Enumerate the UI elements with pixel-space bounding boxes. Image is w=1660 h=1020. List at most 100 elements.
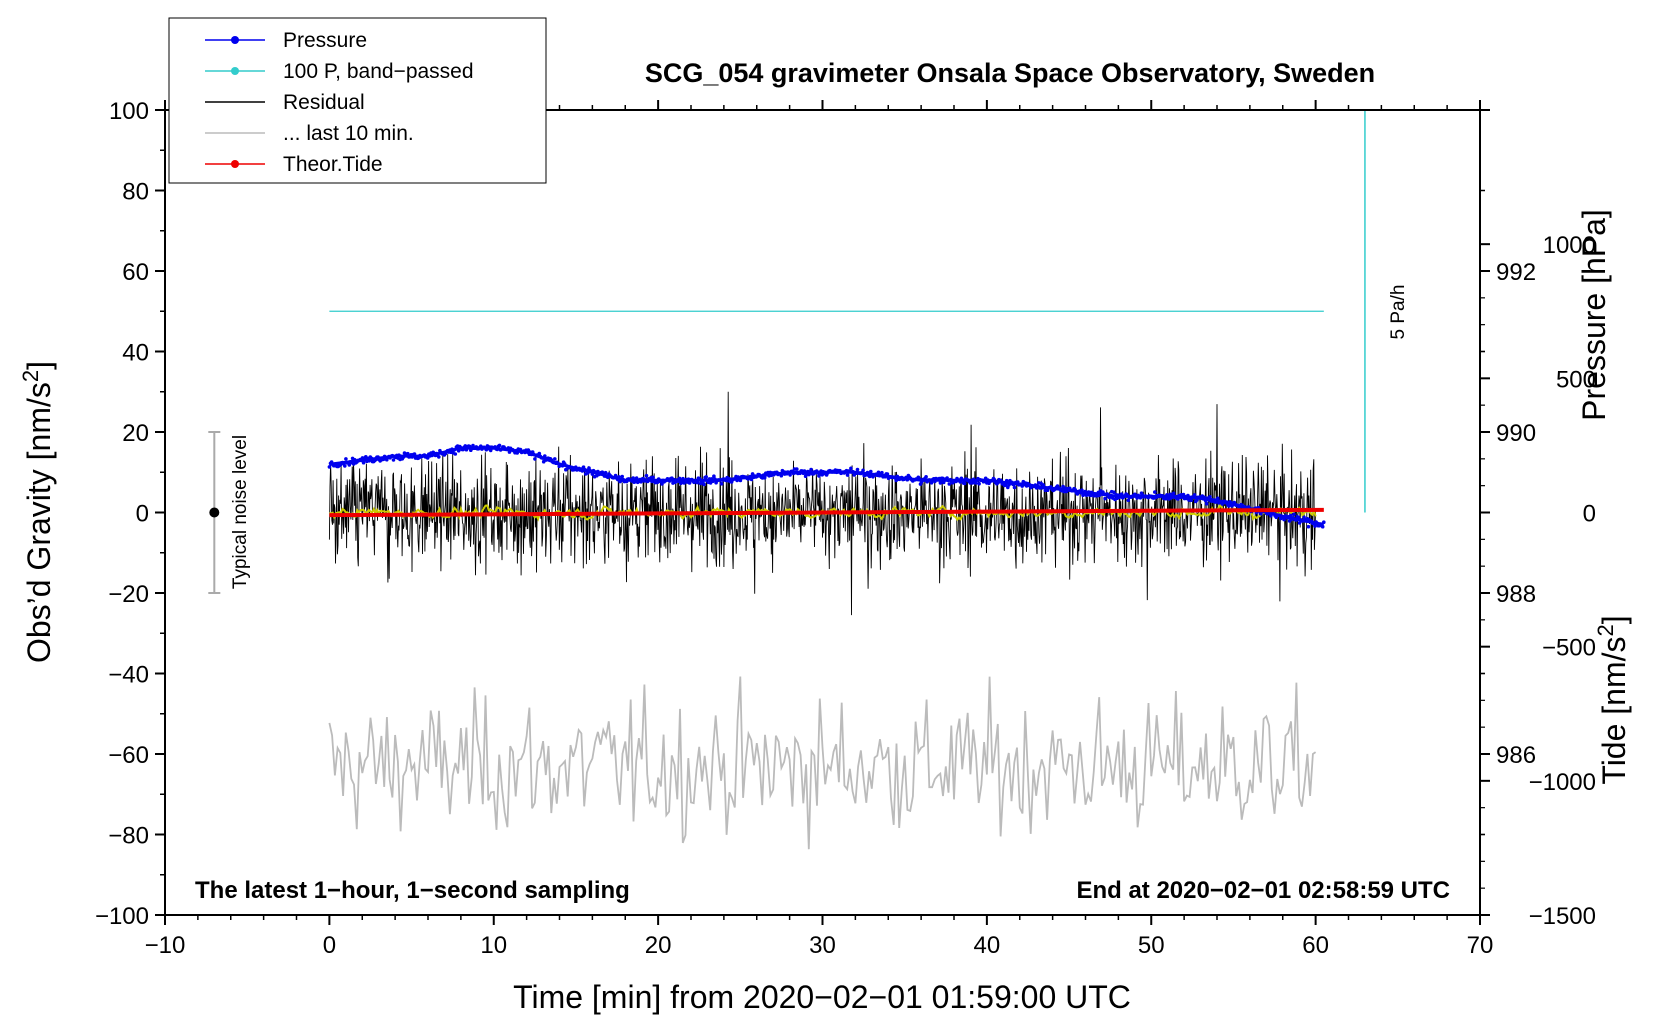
x-axis-label: Time [min] from 2020−02−01 01:59:00 UTC — [513, 979, 1131, 1015]
y-axis-label-tide-main: Tide [nm/s — [1596, 636, 1632, 784]
pressure-point — [553, 457, 557, 461]
pressure-point — [620, 474, 624, 479]
legend-box — [168, 17, 547, 184]
y-left-tick-label: −100 — [95, 903, 149, 930]
axes-layer: −10 0 10 20 30 40 50 60 70100806040200−20−40−60−… — [95, 98, 1596, 959]
pressure-point — [929, 481, 934, 485]
pressure-point — [1208, 495, 1212, 499]
noise-level-marker — [208, 431, 221, 594]
pressure-point — [391, 458, 396, 462]
noise-center-dot — [209, 507, 220, 518]
tide-tick-label: −1500 — [1529, 903, 1596, 930]
pressure-point — [327, 465, 332, 469]
rate-bar-label: 5 Pa/h — [1388, 285, 1409, 340]
pressure-point — [849, 466, 853, 471]
series-layer — [327, 110, 1366, 850]
theor-tide-line — [329, 507, 1324, 518]
y-left-tick-label: 60 — [122, 259, 149, 286]
legend-items: Pressure 100 P, band−passed Residual ... la… — [205, 29, 474, 176]
pressure-point — [809, 467, 813, 472]
pressure-point — [962, 481, 967, 486]
legend: Pressure 100 P, band−passed Residual ... la… — [168, 17, 547, 184]
legend-label: Theor.Tide — [283, 153, 383, 176]
y-left-tick-label: −40 — [108, 662, 149, 689]
pressure-point — [1320, 524, 1325, 529]
y-axis-label-tide-end: ] — [1596, 615, 1632, 624]
pressure-point — [651, 475, 655, 480]
pressure-point — [977, 481, 981, 486]
pressure-tick-label: 988 — [1496, 581, 1536, 608]
y-axis-label-tide: Tide [nm/s2] — [1593, 615, 1632, 784]
pressure-point — [1192, 493, 1197, 497]
y-axis-label-left-sup: 2 — [18, 370, 43, 382]
pressure-point — [437, 455, 441, 459]
pressure-point — [497, 443, 502, 448]
x-tick-label: 50 — [1138, 932, 1165, 959]
pressure-point — [453, 452, 458, 456]
pressure-point — [974, 481, 978, 485]
pressure-point — [861, 468, 865, 473]
y-axis-label-pressure: Pressure [hPa] — [1576, 209, 1612, 421]
x-tick-label: 60 — [1302, 932, 1329, 959]
legend-marker — [231, 160, 239, 168]
pressure-point — [855, 467, 860, 472]
pressure-point — [1126, 498, 1131, 503]
pressure-point — [687, 481, 692, 485]
y-axis-label-left-main: Obs’d Gravity [nm/s — [21, 382, 57, 663]
pressure-point — [1103, 496, 1107, 501]
legend-label: Residual — [283, 91, 365, 114]
y-left-tick-label: 80 — [122, 179, 149, 206]
pressure-point — [1204, 501, 1209, 506]
noise-level-label: Typical noise level — [230, 435, 251, 589]
pressure-point — [1292, 512, 1296, 517]
pressure-point — [1153, 490, 1157, 494]
tide-tick-label: 1000 — [1543, 232, 1596, 259]
x-tick-label: 70 — [1467, 932, 1494, 959]
pressure-point — [845, 473, 850, 477]
pressure-point — [344, 457, 348, 461]
chart-title: SCG_054 gravimeter Onsala Space Observat… — [645, 58, 1375, 88]
pressure-point — [1003, 483, 1008, 487]
tide-tick-label: −1000 — [1529, 769, 1596, 796]
x-tick-label: 30 — [809, 932, 836, 959]
y-left-tick-label: −60 — [108, 742, 149, 769]
x-tick-label: 40 — [974, 932, 1001, 959]
tide-tick-label: 500 — [1556, 366, 1596, 393]
annotation-right: End at 2020−02−01 02:58:59 UTC — [1076, 877, 1450, 904]
tide-tick-label: 0 — [1583, 501, 1596, 528]
pressure-point — [1171, 491, 1176, 496]
y-left-tick-label: −80 — [108, 823, 149, 850]
x-tick-label: −10 — [145, 932, 186, 959]
y-left-tick-label: 0 — [136, 501, 149, 528]
pressure-point — [712, 474, 716, 479]
pressure-point — [702, 482, 706, 487]
x-tick-label: 20 — [645, 932, 672, 959]
pressure-point — [869, 469, 873, 474]
pressure-tick-label: 990 — [1496, 420, 1536, 447]
pressure-point — [704, 475, 708, 479]
last-10-min-line — [328, 676, 1317, 850]
pressure-point — [533, 457, 537, 461]
pressure-point — [1282, 517, 1286, 522]
legend-marker — [231, 67, 239, 75]
pressure-point — [603, 470, 608, 475]
x-tick-label: 10 — [480, 932, 507, 959]
y-left-tick-label: 100 — [109, 98, 149, 125]
pressure-point — [1012, 485, 1017, 490]
y-left-tick-label: −20 — [108, 581, 149, 608]
y-axis-label-tide-sup: 2 — [1593, 624, 1618, 636]
residual-line — [328, 391, 1317, 616]
pressure-point — [537, 451, 542, 456]
y-left-tick-label: 40 — [122, 340, 149, 367]
x-tick-label: 0 — [323, 932, 336, 959]
y-left-tick-label: 20 — [122, 420, 149, 447]
pressure-point — [343, 464, 347, 468]
pressure-point — [880, 470, 884, 475]
y-axis-label-left-end: ] — [21, 361, 57, 370]
pressure-point — [788, 473, 792, 477]
pressure-tick-label: 992 — [1496, 259, 1536, 286]
legend-label: ... last 10 min. — [283, 122, 414, 145]
pressure-point — [1306, 524, 1311, 529]
legend-label: 100 P, band−passed — [283, 60, 474, 83]
legend-label: Pressure — [283, 29, 367, 52]
